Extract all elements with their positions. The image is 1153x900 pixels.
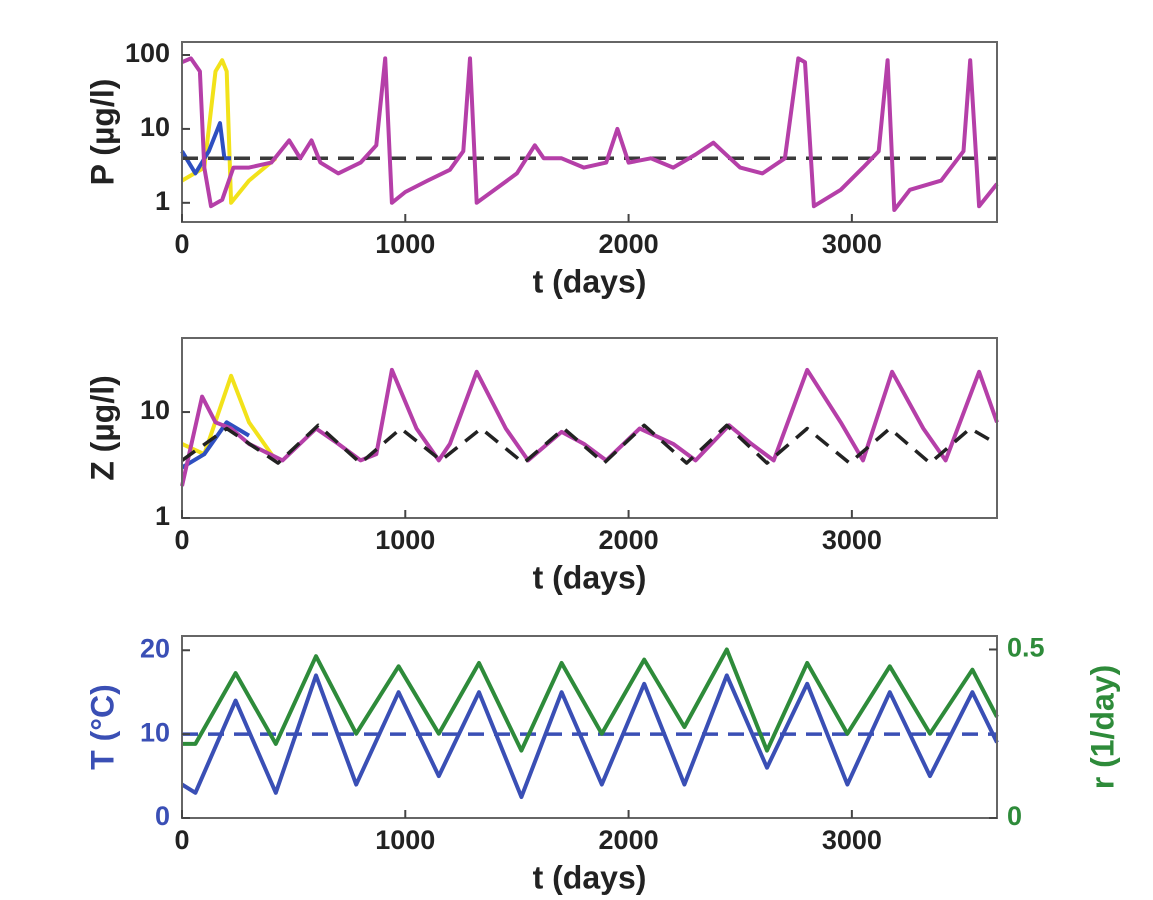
x-tick-label: 1000: [375, 229, 435, 259]
plot-frame: [181, 41, 998, 223]
x-tick-label: 0: [174, 229, 189, 259]
x-tick-label: 3000: [822, 525, 882, 555]
x-tick-label: 1000: [375, 825, 435, 855]
series-line: [180, 367, 999, 487]
y-axis-label: P (µg/l): [84, 79, 120, 186]
x-tick-label: 3000: [822, 229, 882, 259]
y-tick-label: 20: [140, 633, 170, 663]
x-tick-label: 0: [174, 525, 189, 555]
y2-tick-label: 0.5: [1007, 633, 1045, 663]
y2-axis-label: r (1/day): [1084, 665, 1120, 789]
series-line: [181, 373, 278, 462]
x-tick-label: 2000: [599, 525, 659, 555]
y-tick-label: 1: [155, 501, 170, 531]
plot-frame: [181, 635, 998, 819]
y-axis-label: Z (µg/l): [84, 375, 120, 481]
plot-frame: [181, 337, 998, 519]
y-tick-label: 10: [140, 112, 170, 142]
x-tick-label: 2000: [599, 825, 659, 855]
y2-tick-label: 0: [1007, 801, 1022, 831]
series-line: [180, 673, 999, 799]
x-tick-label: 2000: [599, 229, 659, 259]
x-axis-label: t (days): [533, 859, 647, 895]
x-tick-label: 0: [174, 825, 189, 855]
series-line: [180, 58, 278, 205]
y-tick-label: 0: [155, 801, 170, 831]
y-tick-label: 10: [140, 717, 170, 747]
series-line: [180, 423, 998, 465]
x-tick-label: 1000: [375, 525, 435, 555]
series-line: [181, 56, 999, 212]
x-axis-label: t (days): [533, 263, 647, 299]
x-axis-label: t (days): [533, 559, 647, 595]
y-tick-label: 1: [155, 186, 170, 216]
x-tick-label: 3000: [822, 825, 882, 855]
y-tick-label: 100: [125, 38, 170, 68]
y-tick-label: 10: [140, 395, 170, 425]
series-line: [182, 647, 999, 753]
y-axis-label: T (°C): [84, 684, 120, 770]
series-line: [180, 121, 232, 176]
